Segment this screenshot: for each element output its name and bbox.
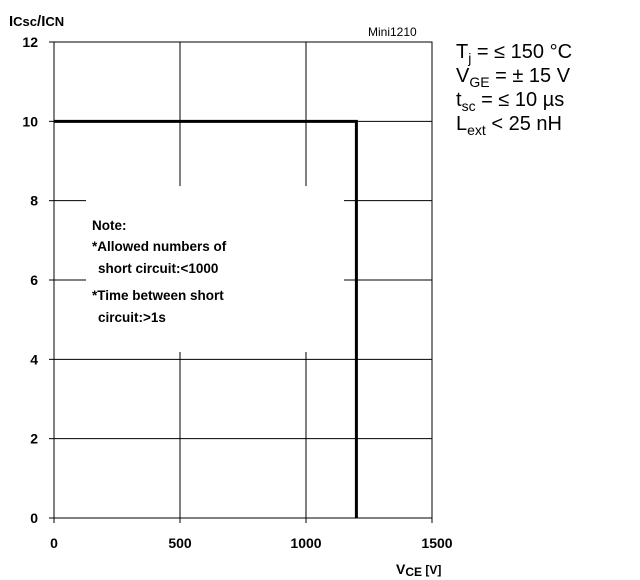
y-tick-label: 10	[22, 113, 38, 129]
note-line: Note:	[92, 218, 127, 233]
condition-line: Tj = ≤ 150 °C	[456, 41, 572, 66]
y-tick-label: 6	[30, 272, 38, 288]
note-line: *Allowed numbers of	[92, 239, 227, 254]
x-tick-label: 500	[168, 535, 192, 551]
y-tick-label: 12	[22, 34, 38, 50]
y-axis-label: ICsc/ICN	[9, 13, 64, 30]
x-axis-label: VCE [V]	[396, 561, 441, 579]
series-group	[54, 119, 358, 518]
condition-line: Lext < 25 nH	[456, 113, 562, 138]
x-tick-label: 1500	[421, 535, 452, 551]
y-tick-label: 2	[30, 431, 38, 447]
condition-line: tsc = ≤ 10 µs	[456, 89, 564, 114]
note-area: Note: *Allowed numbers of short circuit:<…	[86, 186, 344, 352]
x-tick-label: 0	[50, 535, 58, 551]
soa-boundary-line	[54, 119, 358, 518]
module-name: Mini1210	[368, 25, 417, 39]
y-tick-label: 0	[30, 510, 38, 526]
note-line: *Time between short	[92, 288, 224, 303]
condition-line: VGE = ± 15 V	[456, 65, 571, 90]
y-tick-label: 4	[30, 351, 38, 367]
note-background	[86, 186, 344, 352]
note-line: short circuit:<1000	[98, 261, 218, 276]
y-tick-label: 8	[30, 193, 38, 209]
note-line: circuit:>1s	[98, 310, 166, 325]
axis-ticks: 0 500 1000 1500 0 2 4 6 8 10 12	[22, 34, 452, 551]
x-tick-label: 1000	[290, 535, 321, 551]
